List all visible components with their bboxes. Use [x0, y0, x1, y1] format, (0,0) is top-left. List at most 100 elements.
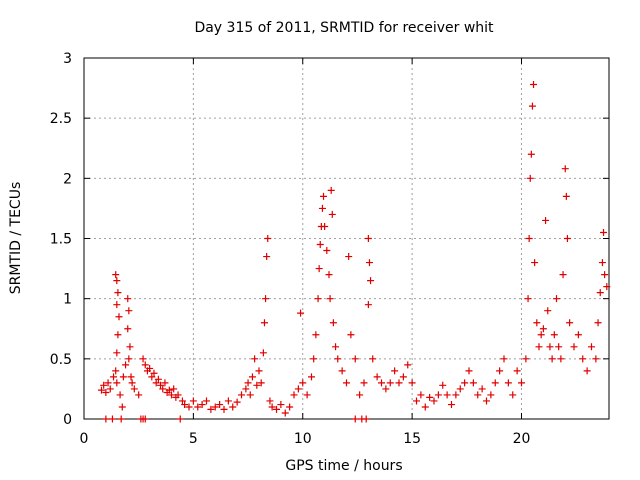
- data-point: [443, 391, 451, 399]
- data-point: [522, 355, 530, 363]
- data-point: [181, 401, 189, 409]
- data-point: [328, 210, 336, 218]
- data-point: [539, 325, 547, 333]
- data-point: [127, 373, 135, 381]
- data-point: [117, 415, 125, 423]
- data-point: [148, 373, 156, 381]
- y-tick-label: 0.5: [50, 352, 72, 368]
- data-point: [417, 391, 425, 399]
- data-point: [323, 247, 331, 255]
- data-point: [106, 385, 114, 393]
- data-point: [600, 228, 608, 236]
- data-point: [356, 391, 364, 399]
- data-point: [308, 373, 315, 381]
- y-tick-label: 0: [63, 412, 72, 428]
- data-point: [504, 379, 512, 387]
- x-tick-label: 5: [189, 431, 198, 447]
- data-point: [434, 391, 442, 399]
- data-point: [531, 259, 539, 267]
- data-point: [509, 391, 517, 399]
- data-point: [108, 415, 116, 423]
- y-tick-label: 2.5: [50, 111, 72, 127]
- data-point: [594, 319, 602, 327]
- data-point: [364, 235, 372, 242]
- data-point: [174, 391, 182, 399]
- data-point: [118, 403, 126, 411]
- data-point: [216, 401, 224, 409]
- data-point: [125, 307, 133, 315]
- data-point: [310, 355, 318, 363]
- data-point: [426, 393, 434, 401]
- data-point: [244, 379, 252, 387]
- data-point: [555, 343, 563, 351]
- data-point: [110, 373, 118, 381]
- data-point: [430, 397, 438, 405]
- data-point: [264, 235, 272, 242]
- data-point: [315, 265, 323, 273]
- data-point: [527, 150, 535, 158]
- data-point: [233, 398, 241, 406]
- data-point: [130, 385, 138, 393]
- data-point: [176, 415, 184, 423]
- x-tick-label: 0: [80, 431, 89, 447]
- data-point: [259, 349, 267, 357]
- data-point: [557, 355, 565, 363]
- x-tick-label: 10: [294, 431, 312, 447]
- x-axis-label: GPS time / hours: [285, 458, 402, 474]
- data-point: [263, 253, 271, 261]
- data-point: [157, 381, 165, 389]
- data-point: [124, 295, 132, 303]
- data-point: [297, 309, 305, 317]
- data-point: [159, 385, 167, 393]
- data-point: [496, 367, 504, 375]
- data-point: [211, 403, 219, 411]
- data-point: [465, 367, 473, 375]
- data-point: [135, 391, 143, 399]
- data-point: [165, 386, 173, 394]
- data-point: [329, 319, 337, 327]
- data-point: [139, 355, 147, 363]
- data-point: [253, 381, 261, 389]
- data-point: [320, 192, 328, 200]
- data-point: [347, 331, 355, 339]
- data-points: [98, 80, 611, 423]
- y-axis-label: SRMTID / TECUs: [8, 182, 24, 295]
- data-point: [113, 379, 121, 387]
- data-point: [314, 295, 322, 303]
- data-point: [260, 319, 268, 327]
- data-point: [124, 325, 132, 333]
- data-point: [203, 397, 210, 405]
- data-point: [98, 386, 105, 394]
- data-point: [334, 355, 342, 363]
- data-point: [391, 367, 399, 375]
- data-point: [452, 391, 460, 399]
- data-point: [550, 331, 558, 339]
- data-point: [294, 385, 302, 393]
- data-point: [170, 385, 178, 393]
- data-point: [321, 222, 329, 230]
- data-point: [588, 343, 595, 351]
- data-point: [299, 379, 307, 387]
- data-point: [535, 343, 543, 351]
- data-point: [469, 379, 477, 387]
- data-point: [456, 385, 464, 393]
- data-point: [439, 381, 447, 389]
- data-point: [461, 379, 469, 387]
- data-point: [491, 379, 499, 387]
- data-point: [546, 343, 554, 351]
- data-point: [185, 403, 193, 411]
- x-tick-label: 15: [403, 431, 421, 447]
- data-point: [139, 415, 147, 423]
- data-point: [603, 283, 611, 291]
- data-point: [161, 379, 169, 387]
- data-point: [146, 364, 154, 372]
- data-point: [413, 397, 420, 405]
- data-point: [524, 295, 532, 303]
- data-point: [150, 369, 158, 377]
- data-point: [116, 391, 124, 399]
- x-axis-ticks: 0 5 10 15 20: [80, 58, 530, 447]
- data-point: [408, 379, 416, 387]
- data-point: [533, 319, 541, 327]
- data-point: [562, 192, 570, 200]
